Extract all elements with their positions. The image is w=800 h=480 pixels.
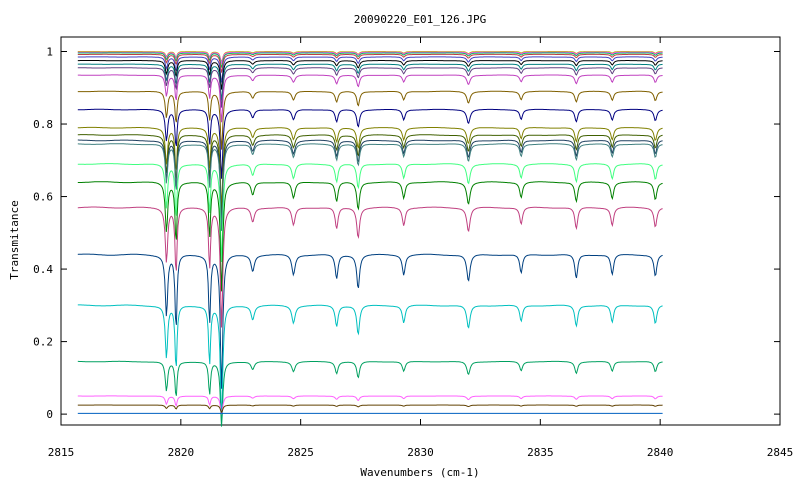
- x-tick-label: 2835: [527, 446, 554, 459]
- x-tick-label: 2815: [48, 446, 75, 459]
- spectrum-series: [77, 404, 663, 414]
- y-tick-label: 0.6: [33, 191, 53, 204]
- spectrum-series: [77, 51, 663, 65]
- spectrum-series: [77, 395, 663, 415]
- spectrum-series: [77, 52, 663, 68]
- x-axis-label: Wavenumbers (cm-1): [360, 466, 479, 479]
- y-tick-label: 0: [46, 408, 53, 421]
- spectrum-series: [77, 53, 663, 73]
- y-tick-label: 1: [46, 46, 53, 59]
- y-tick-label: 0.8: [33, 118, 53, 131]
- spectrum-series: [77, 253, 663, 389]
- x-tick-label: 2820: [168, 446, 195, 459]
- y-tick-label: 0.4: [33, 263, 53, 276]
- spectrum-series: [77, 60, 663, 90]
- spectrum-series: [77, 163, 663, 263]
- chart-title: 20090220_E01_126.JPG: [354, 13, 486, 26]
- y-axis-label: Transmitance: [8, 200, 21, 279]
- x-tick-label: 2830: [407, 446, 434, 459]
- x-tick-label: 2825: [287, 446, 314, 459]
- spectrum-series: [77, 108, 663, 179]
- spectrum-series: [77, 206, 663, 328]
- spectrum-series: [77, 90, 663, 150]
- series-lines: [77, 51, 663, 427]
- x-axis: 2815 2820 2825 2830 2835 2840 2845: [48, 37, 794, 459]
- spectrum-series: [77, 304, 663, 422]
- spectrum-series: [77, 181, 663, 292]
- x-tick-label: 2840: [647, 446, 674, 459]
- spectrum-series: [77, 74, 663, 123]
- spectrum-series: [77, 360, 663, 427]
- spectrum-series: [77, 56, 663, 83]
- y-axis: 0 0.2 0.4 0.6 0.8 1: [33, 46, 780, 421]
- spectrum-series: [77, 143, 663, 231]
- x-tick-label: 2845: [767, 446, 794, 459]
- plot-frame: [60, 36, 781, 426]
- y-tick-label: 0.2: [33, 336, 53, 349]
- spectrum-series: [77, 67, 663, 108]
